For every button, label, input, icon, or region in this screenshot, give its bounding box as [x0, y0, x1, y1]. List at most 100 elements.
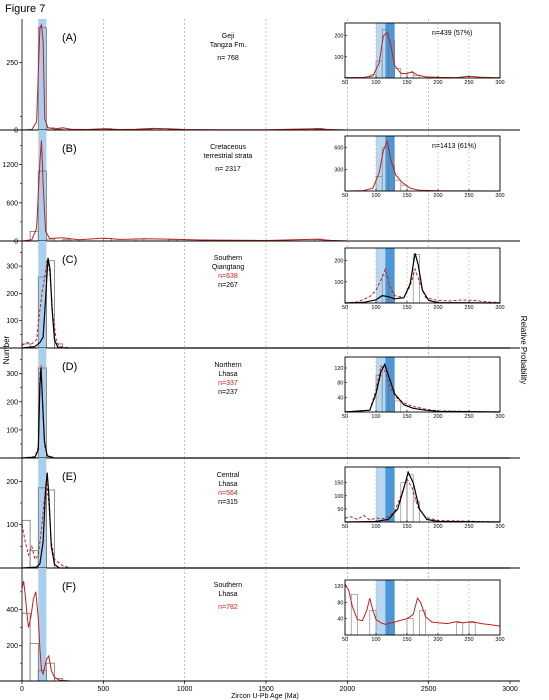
sample-count-label: n= 768: [217, 55, 239, 62]
inset-frame: [344, 579, 501, 636]
probability-curve-dashed-red: [21, 481, 510, 569]
inset-x-tick-label: 300: [495, 414, 504, 420]
inset-y-tick-label: 80: [337, 381, 343, 387]
inset-highlight-light: [376, 248, 386, 303]
inset-background: [345, 248, 500, 303]
inset-highlight-band: [385, 357, 395, 412]
inset-x-tick-label: 150: [402, 637, 411, 643]
x-tick-label: 3000: [502, 686, 518, 693]
inset-x-tick-label: 150: [402, 524, 411, 530]
y-tick-label: 1200: [2, 162, 18, 169]
inset-chart: 50 100 150 200 250 300 100 200 n=439 (57%): [334, 22, 505, 86]
panel-1: 0 250 (A) Geji Tangza Fm. n= 768 50 100 150 200 25…: [0, 19, 520, 135]
inset-sample-count-label: n=439 (57%): [432, 30, 472, 37]
inset-y-tick-label: 100: [334, 280, 343, 286]
panel-label-line: Southern: [214, 255, 243, 262]
panel-4: 100 200 300 (D) Northern Lhasa n=337 n=237 50 100…: [0, 348, 520, 459]
inset-sample-count-label: n=1413 (61%): [432, 143, 476, 150]
panel-letter: (B): [62, 143, 77, 155]
panel-label-line: Lhasa: [218, 371, 237, 378]
y-tick-label: 200: [6, 643, 18, 650]
panel-label-line: terrestrial strata: [204, 153, 253, 160]
inset-y-tick-label: 120: [334, 584, 343, 590]
inset-x-tick-label: 100: [371, 414, 380, 420]
inset-chart: 50 100 150 200 250 300 50 100 150: [334, 466, 505, 530]
inset-x-tick-label: 250: [464, 414, 473, 420]
panel-letter: (F): [62, 581, 76, 593]
age-highlight-band: [38, 568, 47, 681]
inset-frame: [344, 466, 501, 523]
panel-2: 0 600 1200 (B) Cretaceous terrestrial strata n…: [0, 130, 520, 246]
inset-x-tick-label: 250: [464, 305, 473, 311]
panel-label-line: Lhasa: [218, 591, 237, 598]
y-tick-label: 0: [14, 239, 18, 246]
x-tick-label: 500: [97, 686, 109, 693]
panel-label-line: Central: [217, 472, 240, 479]
inset-x-tick-label: 300: [495, 305, 504, 311]
y-tick-label: 0: [14, 128, 18, 135]
inset-background: [345, 23, 500, 78]
inset-y-tick-label: 150: [334, 481, 343, 487]
inset-x-tick-label: 50: [342, 524, 348, 530]
inset-x-tick-label: 50: [342, 637, 348, 643]
inset-x-tick-label: 250: [464, 524, 473, 530]
probability-curve-dashed-red: [21, 260, 510, 349]
sample-count-label: n=237: [218, 389, 238, 396]
probability-curve-solid-red: [21, 140, 510, 242]
inset-x-tick-label: 200: [433, 414, 442, 420]
inset-x-tick-label: 200: [433, 305, 442, 311]
inset-x-tick-label: 200: [433, 80, 442, 86]
y2-axis-label: Relative Probability: [519, 316, 528, 384]
age-highlight-band: [38, 458, 47, 568]
inset-y-tick-label: 200: [334, 259, 343, 265]
inset-y-tick-label: 100: [334, 494, 343, 500]
panel-letter: (A): [62, 32, 77, 44]
inset-x-tick-label: 100: [371, 524, 380, 530]
inset-x-tick-label: 100: [371, 637, 380, 643]
y-tick-label: 300: [6, 371, 18, 378]
histogram-bar: [21, 519, 31, 569]
panel-3: 100 200 300 (C) Southern Qiangtang n=638 n=267 5…: [0, 241, 520, 349]
inset-chart: 50 100 150 200 250 300 40 80 120: [334, 579, 505, 643]
inset-highlight-band: [385, 467, 395, 522]
y-tick-label: 600: [6, 200, 18, 207]
inset-x-tick-label: 300: [495, 524, 504, 530]
inset-background: [345, 357, 500, 412]
inset-x-tick-label: 200: [433, 193, 442, 199]
x-axis-label: Zircon U-Pb Age (Ma): [231, 693, 299, 700]
panel-label-line: Northern: [214, 362, 241, 369]
figure-title: Figure 7: [5, 3, 45, 15]
inset-x-tick-label: 100: [371, 305, 380, 311]
y-tick-label: 400: [6, 607, 18, 614]
y-tick-label: 200: [6, 291, 18, 298]
sample-count-label: n=782: [218, 604, 238, 611]
inset-y-tick-label: 100: [334, 55, 343, 61]
inset-y-tick-label: 120: [334, 366, 343, 372]
age-highlight-band: [38, 241, 47, 348]
sample-count-label: n=638: [218, 273, 238, 280]
inset-x-tick-label: 250: [464, 80, 473, 86]
bottom-x-ticks: 0 500 1000 1500 2000 2500 3000: [20, 681, 518, 693]
inset-highlight-light: [376, 580, 386, 635]
inset-x-tick-label: 50: [342, 193, 348, 199]
inset-frame: [344, 135, 501, 192]
panel-letter: (E): [62, 471, 77, 483]
panel-letter: (D): [62, 361, 77, 373]
inset-curve-solid-red: [344, 583, 501, 627]
sample-count-label: n=315: [218, 499, 238, 506]
x-tick-label: 2500: [421, 686, 437, 693]
probability-curve-solid-black: [21, 368, 510, 459]
inset-frame: [344, 22, 501, 79]
inset-highlight-band: [385, 136, 395, 191]
inset-chart: 50 100 150 200 250 300 40 80 120: [334, 356, 505, 420]
x-tick-label: 1500: [258, 686, 274, 693]
inset-y-tick-label: 300: [334, 167, 343, 173]
inset-y-tick-label: 600: [334, 146, 343, 152]
inset-x-tick-label: 150: [402, 414, 411, 420]
inset-curve-dashed-red: [344, 365, 501, 413]
inset-chart: 50 100 150 200 250 300 300 600 n=1413 (61%): [334, 135, 505, 199]
inset-x-tick-label: 100: [371, 80, 380, 86]
inset-highlight-light: [376, 467, 386, 522]
y-tick-label: 200: [6, 479, 18, 486]
